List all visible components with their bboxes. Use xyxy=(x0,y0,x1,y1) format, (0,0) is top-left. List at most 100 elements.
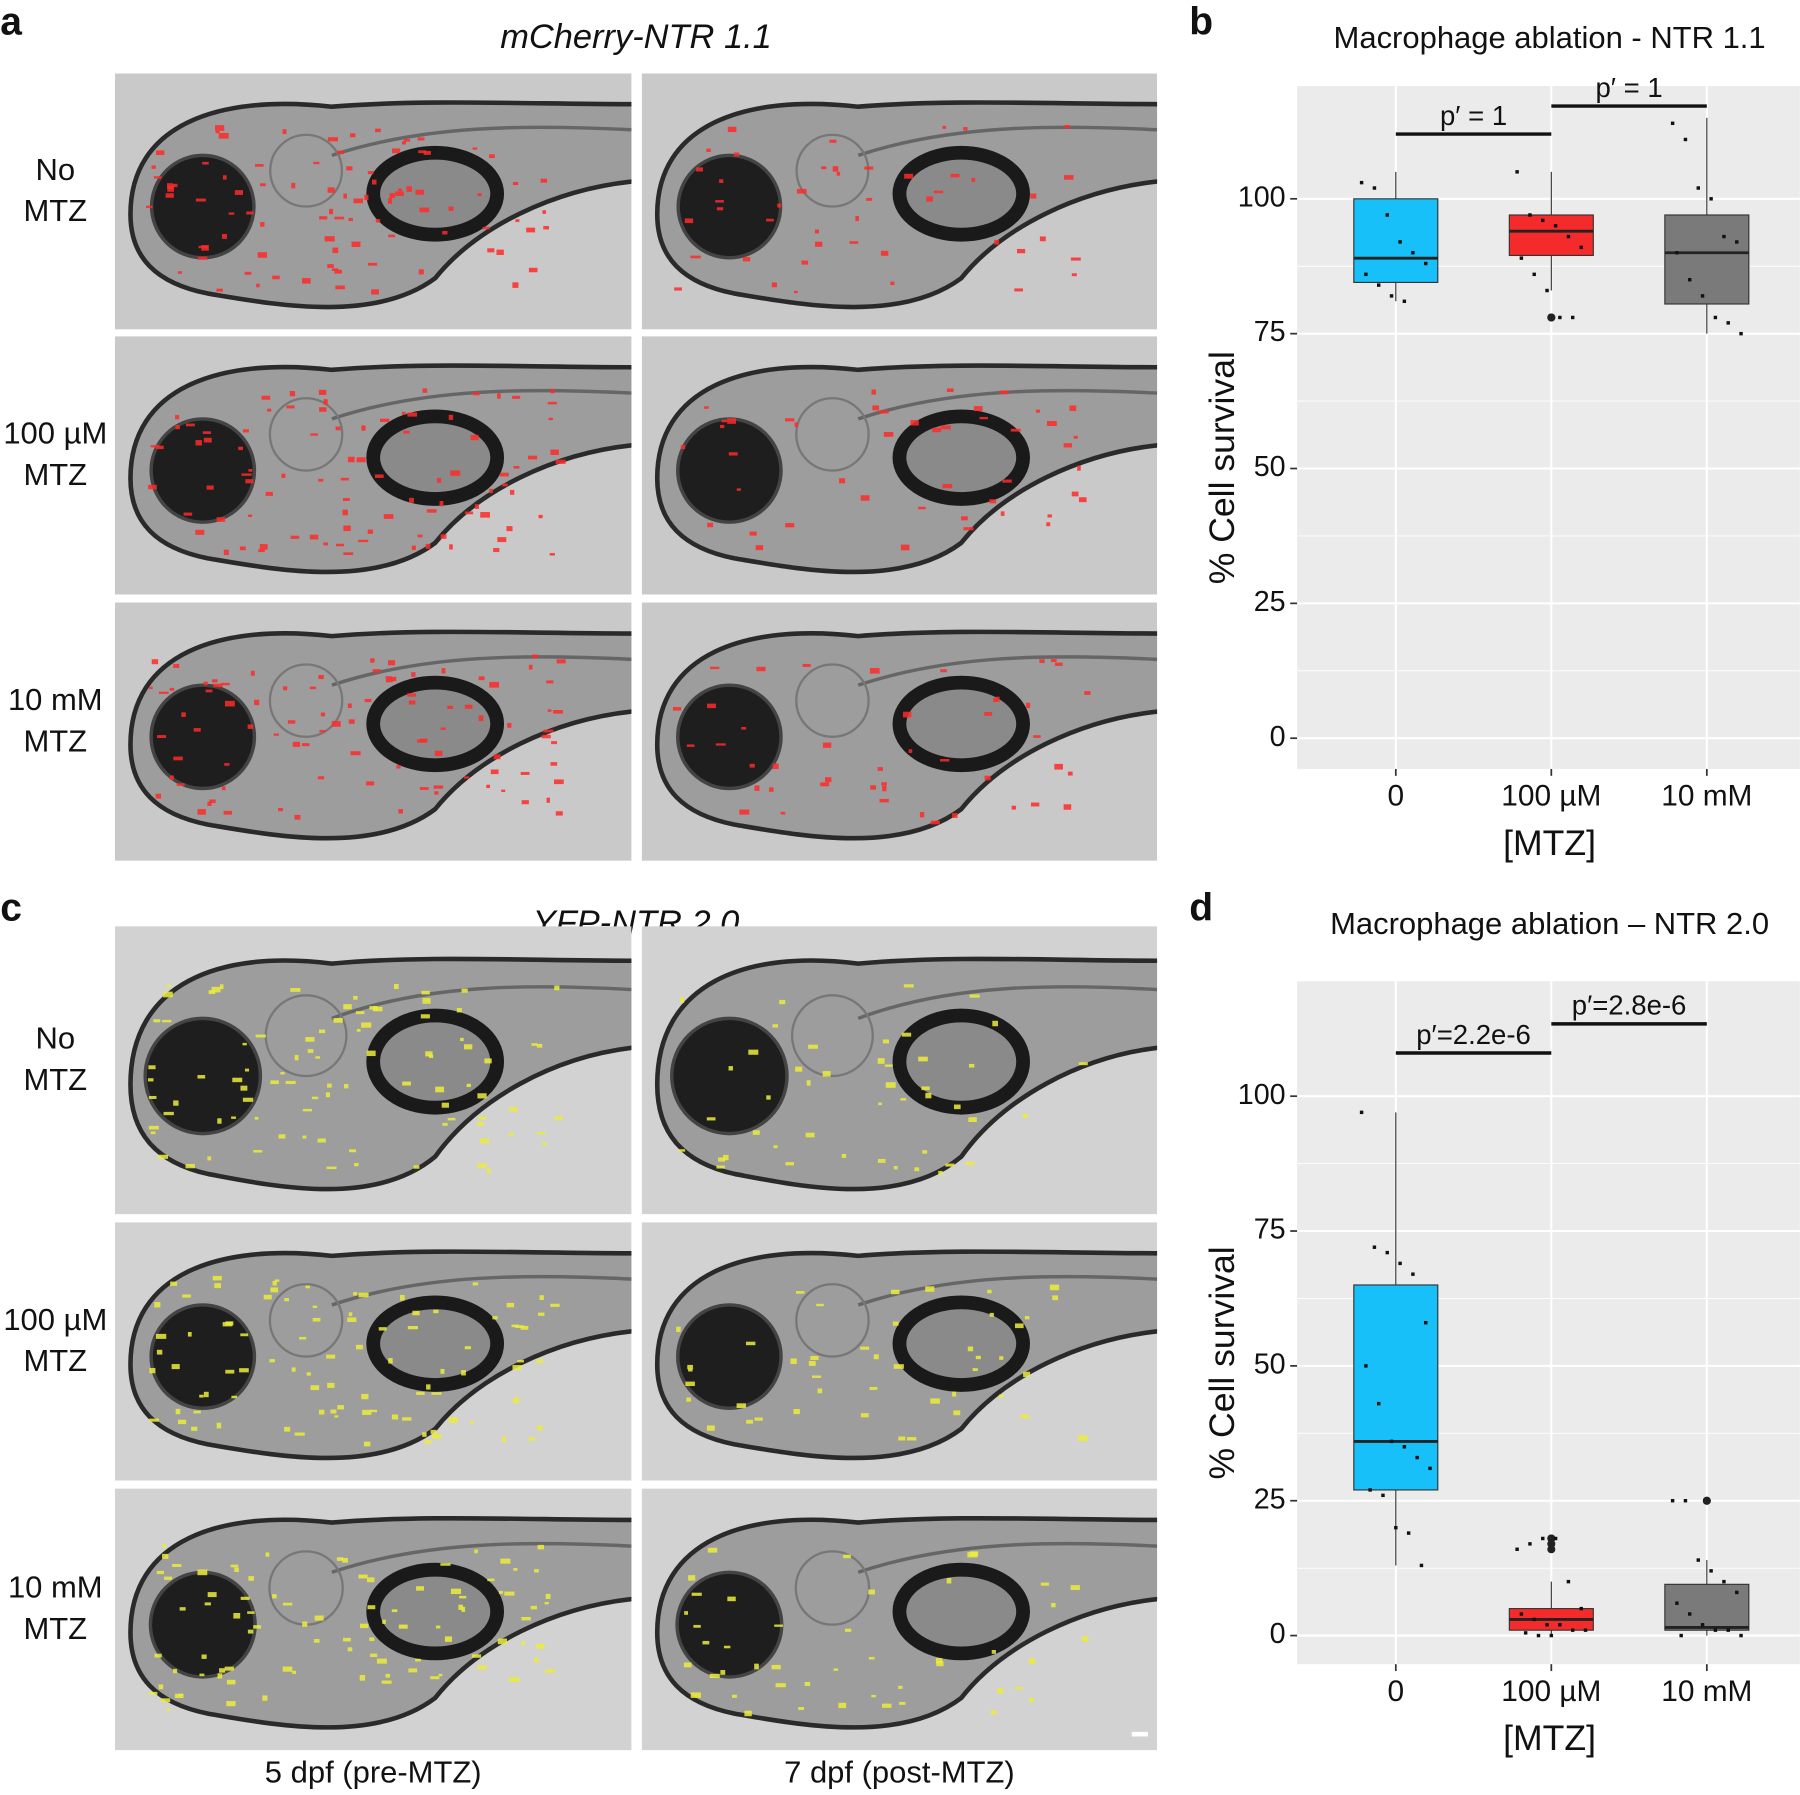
fluorescent-cell xyxy=(156,1570,164,1575)
fluorescent-cell xyxy=(364,194,369,201)
fluorescent-cell xyxy=(1052,1295,1059,1301)
fluorescent-cell xyxy=(785,1162,795,1166)
fluorescent-cell xyxy=(253,1150,263,1153)
data-point xyxy=(1726,1628,1730,1632)
fluorescent-cell xyxy=(984,775,991,781)
fluorescent-cell xyxy=(364,698,372,703)
fluorescent-cell xyxy=(994,239,1000,245)
fluorescent-cell xyxy=(872,405,880,411)
panel-letter: c xyxy=(0,886,22,929)
fluorescent-cell xyxy=(151,659,159,665)
fluorescent-cell xyxy=(285,1080,296,1085)
fluorescent-cell xyxy=(832,166,839,172)
fluorescent-cell xyxy=(940,758,950,762)
fluorescent-cell xyxy=(370,658,375,663)
image-content xyxy=(114,1222,632,1481)
fluorescent-cell xyxy=(469,1421,474,1424)
fluorescent-cell xyxy=(1078,497,1087,503)
fluorescent-cell xyxy=(1064,175,1074,180)
fluorescent-cell xyxy=(150,1131,156,1135)
fluorescent-cell xyxy=(418,150,427,154)
fluorescent-cell xyxy=(415,1658,421,1662)
fluorescent-cell xyxy=(841,1153,847,1158)
fluorescent-cell xyxy=(222,175,227,180)
fluorescent-cell xyxy=(999,1356,1004,1360)
fluorescent-cell xyxy=(371,179,377,185)
fluorescent-cell xyxy=(201,245,209,251)
fluorescent-cell xyxy=(337,150,344,155)
fluorescent-cell xyxy=(440,727,446,730)
fluorescent-cell xyxy=(1054,662,1063,666)
fluorescent-cell xyxy=(444,1636,453,1642)
fluorescent-cell xyxy=(425,1051,433,1057)
fluorescent-cell xyxy=(736,488,741,491)
fluorescent-cell xyxy=(676,1326,681,1333)
data-point xyxy=(1389,1439,1394,1444)
fluorescent-cell xyxy=(739,809,750,815)
fluorescent-cell xyxy=(292,1670,297,1674)
data-point xyxy=(1415,1455,1419,1460)
fluorescent-cell xyxy=(234,190,244,195)
fluorescent-cell xyxy=(836,171,841,176)
fluorescent-cell xyxy=(231,1395,238,1399)
data-point xyxy=(1545,1623,1549,1627)
fluorescent-cell xyxy=(302,1135,307,1139)
fluorescent-cell xyxy=(538,1312,545,1316)
fluorescent-cell xyxy=(817,1388,823,1394)
fluorescent-cell xyxy=(1028,1658,1035,1665)
fluorescent-cell xyxy=(772,1024,778,1028)
fluorescent-cell xyxy=(507,722,512,728)
fluorescent-cell xyxy=(367,1605,376,1610)
swim-bladder xyxy=(892,1295,1030,1392)
swim-bladder xyxy=(892,409,1030,506)
fluorescent-cell xyxy=(240,1596,250,1600)
fluorescent-cell xyxy=(372,1006,378,1012)
fluorescent-cell xyxy=(257,252,268,258)
fluorescent-cell xyxy=(674,287,682,291)
data-point xyxy=(1402,1445,1407,1449)
fluorescent-cell xyxy=(388,660,396,666)
swim-bladder xyxy=(892,145,1030,242)
fluorescent-cell xyxy=(219,984,224,990)
fluorescent-cell xyxy=(374,474,384,478)
fluorescent-cell xyxy=(209,799,216,804)
microscopy-image xyxy=(114,602,632,861)
fluorescent-cell xyxy=(265,1552,270,1557)
fluorescent-cell xyxy=(520,771,530,775)
fluorescent-cell xyxy=(280,1072,285,1075)
fluorescent-cell xyxy=(281,473,286,478)
y-axis-title: % Cell survival xyxy=(1202,351,1242,584)
fluorescent-cell xyxy=(476,1122,484,1127)
fluorescent-cell xyxy=(423,150,431,155)
fluorescent-cell xyxy=(442,1122,448,1126)
data-point xyxy=(1359,180,1364,185)
fluorescent-cell xyxy=(291,182,296,189)
fluorescent-cell xyxy=(347,456,355,463)
fluorescent-cell xyxy=(260,183,266,187)
fluorescent-cell xyxy=(401,411,406,415)
data-point xyxy=(1515,170,1519,174)
fluorescent-cell xyxy=(148,1125,159,1130)
notochord xyxy=(857,984,1158,1020)
eye xyxy=(149,1303,257,1410)
fluorescent-cell xyxy=(203,681,208,686)
fluorescent-cell xyxy=(351,241,361,247)
fluorescent-cell xyxy=(151,165,156,169)
fluorescent-cell xyxy=(891,1289,900,1295)
fluorescent-cell xyxy=(497,1638,507,1645)
fluorescent-cell xyxy=(1077,1435,1088,1442)
fluorescent-cell xyxy=(383,514,394,519)
fluorescent-cell xyxy=(687,1364,693,1370)
fluorescent-cell xyxy=(869,1386,878,1390)
fluorescent-cell xyxy=(919,812,925,818)
fluorescent-cell xyxy=(290,535,300,539)
fluorescent-cell xyxy=(450,470,461,476)
fluorescent-cell xyxy=(147,1078,154,1082)
fluorescent-cell xyxy=(326,1354,336,1359)
data-point xyxy=(1523,1631,1528,1635)
fluorescent-cell xyxy=(337,1405,344,1410)
fluorescent-cell xyxy=(756,666,766,672)
fluorescent-cell xyxy=(971,177,976,182)
fluorescent-cell xyxy=(263,1294,272,1300)
fluorescent-cell xyxy=(197,256,208,260)
